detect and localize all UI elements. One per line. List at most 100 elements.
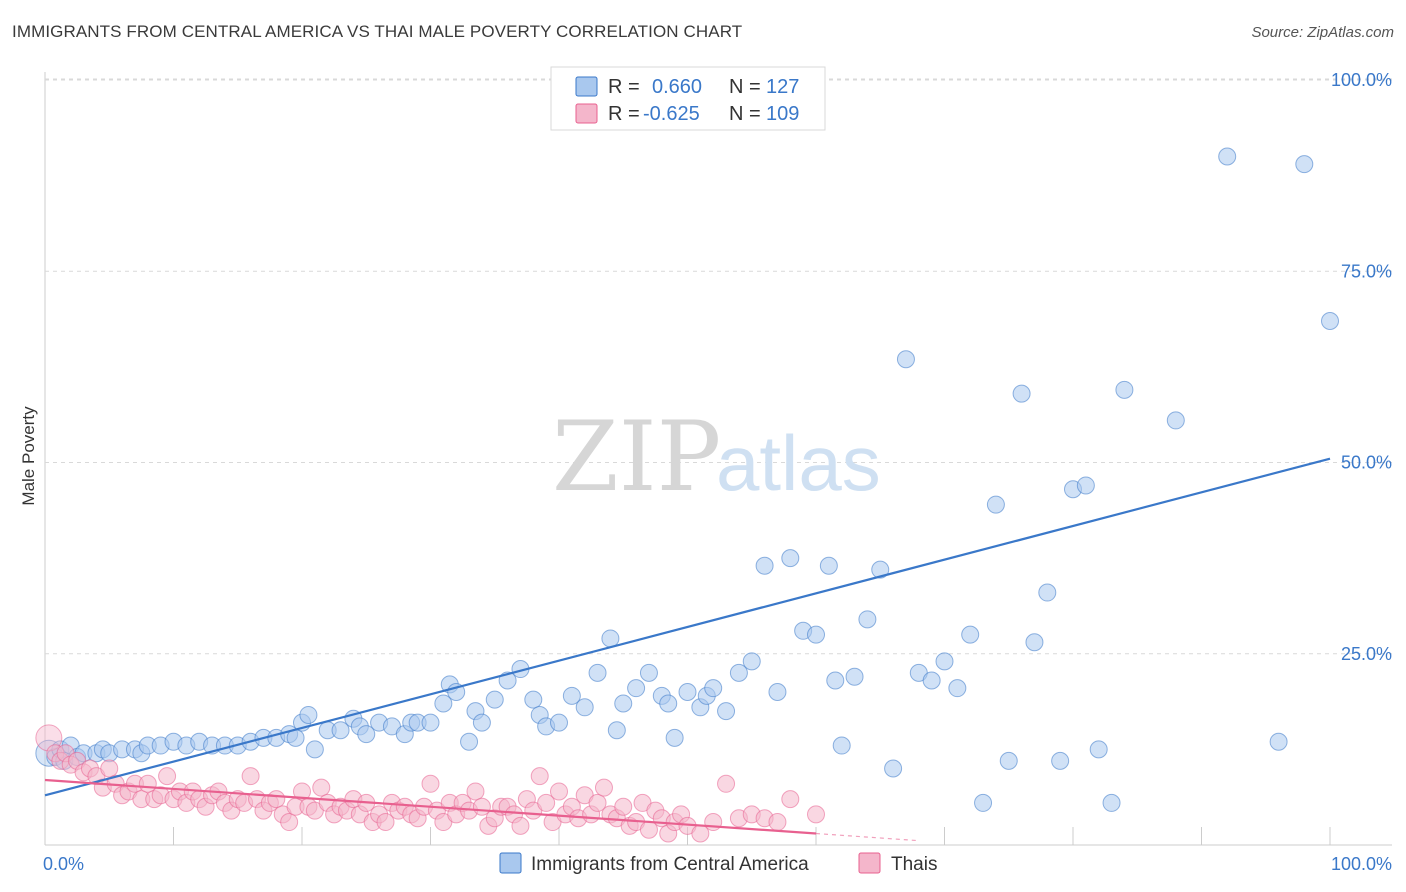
data-point-blue bbox=[986, 495, 1005, 514]
data-point-blue bbox=[717, 702, 736, 721]
data-point-pink bbox=[594, 778, 613, 797]
data-point-blue bbox=[607, 721, 626, 740]
data-point-blue bbox=[1089, 740, 1108, 759]
trend-line-pink bbox=[44, 778, 817, 835]
data-point-pink bbox=[312, 778, 331, 797]
chart-title: IMMIGRANTS FROM CENTRAL AMERICA VS THAI … bbox=[12, 22, 743, 41]
data-point-pink bbox=[768, 813, 787, 832]
data-point-blue bbox=[922, 671, 941, 690]
data-point-blue bbox=[627, 679, 646, 698]
legend-n-value-blue: 127 bbox=[766, 76, 799, 98]
data-point-pink bbox=[781, 790, 800, 809]
data-point-blue bbox=[665, 728, 684, 747]
data-point-pink bbox=[511, 816, 530, 835]
data-point-blue bbox=[1218, 147, 1237, 166]
data-point-blue bbox=[948, 679, 967, 698]
series-legend-label-blue: Immigrants from Central America bbox=[531, 854, 809, 875]
y-tick-label: 100.0% bbox=[1331, 70, 1392, 90]
data-point-blue bbox=[1166, 411, 1185, 430]
data-point-blue bbox=[575, 698, 594, 717]
data-point-blue bbox=[421, 713, 440, 732]
data-point-blue bbox=[974, 793, 993, 812]
data-point-blue bbox=[999, 751, 1018, 770]
data-point-blue bbox=[1038, 583, 1057, 602]
data-point-pink bbox=[280, 813, 299, 832]
data-point-blue bbox=[807, 625, 825, 644]
data-point-pink bbox=[704, 813, 723, 832]
data-point-pink bbox=[293, 782, 311, 801]
y-axis-tick-labels: 25.0% 50.0% 75.0% 100.0% bbox=[1331, 70, 1392, 664]
legend-swatch-pink bbox=[575, 103, 598, 124]
data-point-blue bbox=[781, 549, 800, 568]
watermark-atlas: atlas bbox=[716, 419, 881, 507]
legend-swatch-blue bbox=[575, 76, 598, 97]
series-legend: Immigrants from Central America Thais bbox=[499, 852, 937, 875]
data-point-pink bbox=[717, 774, 736, 793]
data-point-blue bbox=[1012, 384, 1031, 403]
data-point-blue bbox=[1295, 155, 1314, 174]
data-point-pink bbox=[376, 813, 395, 832]
data-point-pink bbox=[588, 793, 607, 812]
data-point-blue bbox=[659, 694, 678, 713]
data-point-pink bbox=[537, 793, 556, 812]
data-point-blue bbox=[562, 686, 581, 705]
y-tick-label: 50.0% bbox=[1341, 453, 1392, 473]
watermark-zip: ZIP bbox=[552, 401, 721, 513]
x-axis-tick-labels: 0.0% 100.0% bbox=[43, 854, 1392, 874]
legend-r-label: R = bbox=[608, 103, 640, 125]
data-point-blue bbox=[1321, 311, 1339, 330]
data-point-blue bbox=[729, 663, 748, 682]
data-point-blue bbox=[742, 652, 761, 671]
data-point-pink bbox=[530, 767, 549, 786]
data-point-blue bbox=[819, 556, 838, 575]
data-point-blue bbox=[1025, 633, 1044, 652]
data-point-blue bbox=[588, 663, 607, 682]
data-point-blue bbox=[601, 629, 620, 648]
data-point-blue bbox=[434, 694, 453, 713]
x-tick-label: 100.0% bbox=[1331, 854, 1392, 874]
data-point-blue bbox=[485, 690, 504, 709]
data-point-blue bbox=[299, 705, 318, 724]
data-point-pink bbox=[267, 790, 286, 809]
data-points bbox=[35, 147, 1339, 843]
y-axis-title: Male Poverty bbox=[19, 406, 38, 506]
data-point-pink bbox=[466, 782, 485, 801]
data-point-blue bbox=[1051, 751, 1070, 770]
data-point-blue bbox=[524, 690, 543, 709]
series-legend-label-pink: Thais bbox=[891, 854, 937, 875]
data-point-pink bbox=[100, 759, 119, 778]
legend-r-label: R = bbox=[608, 76, 640, 98]
data-point-blue bbox=[832, 736, 851, 755]
data-point-blue bbox=[704, 679, 723, 698]
data-point-blue bbox=[331, 721, 350, 740]
x-axis-ticks bbox=[44, 827, 1331, 845]
series-legend-swatch-blue bbox=[499, 852, 522, 874]
data-point-blue bbox=[1269, 732, 1288, 751]
legend-n-label: N = bbox=[729, 103, 761, 125]
legend-n-label: N = bbox=[729, 76, 761, 98]
data-point-blue bbox=[1115, 380, 1134, 399]
data-point-blue bbox=[1076, 476, 1095, 495]
legend-n-value-pink: 109 bbox=[766, 103, 799, 125]
data-point-blue bbox=[755, 556, 774, 575]
source-credit: Source: ZipAtlas.com bbox=[1251, 24, 1394, 41]
data-point-blue bbox=[858, 610, 877, 629]
legend-r-value-blue: 0.660 bbox=[652, 76, 702, 98]
data-point-blue bbox=[305, 740, 324, 759]
series-legend-swatch-pink bbox=[858, 852, 881, 874]
data-point-blue bbox=[871, 560, 890, 579]
x-tick-label: 0.0% bbox=[43, 854, 84, 874]
data-point-blue bbox=[678, 683, 697, 701]
data-point-blue bbox=[614, 694, 633, 713]
data-point-pink bbox=[550, 782, 568, 801]
data-point-blue bbox=[768, 683, 787, 701]
data-point-blue bbox=[826, 671, 845, 690]
data-point-pink bbox=[614, 797, 633, 816]
data-point-blue bbox=[1102, 793, 1121, 812]
trend-line-blue bbox=[44, 457, 1331, 797]
data-point-blue bbox=[639, 663, 658, 682]
data-point-blue bbox=[935, 652, 954, 671]
trend-lines bbox=[44, 457, 1331, 842]
data-point-blue bbox=[460, 732, 479, 751]
trend-line-extension-pink bbox=[815, 832, 919, 842]
